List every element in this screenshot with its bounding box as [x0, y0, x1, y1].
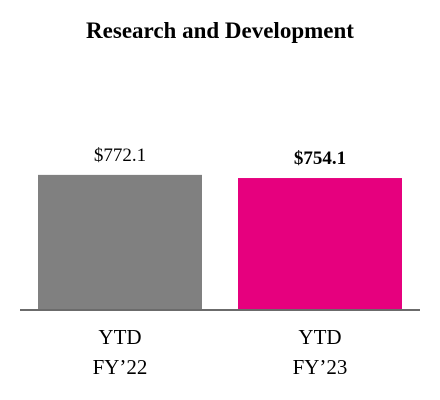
x-tick-label: YTD FY’22 [92, 325, 148, 379]
chart-title: Research and Development [86, 18, 354, 43]
value-label: $754.1 [294, 148, 346, 169]
bar [38, 174, 202, 310]
bar [238, 178, 402, 310]
x-tick-label: YTD FY’23 [292, 325, 348, 379]
value-label: $772.1 [94, 145, 146, 166]
